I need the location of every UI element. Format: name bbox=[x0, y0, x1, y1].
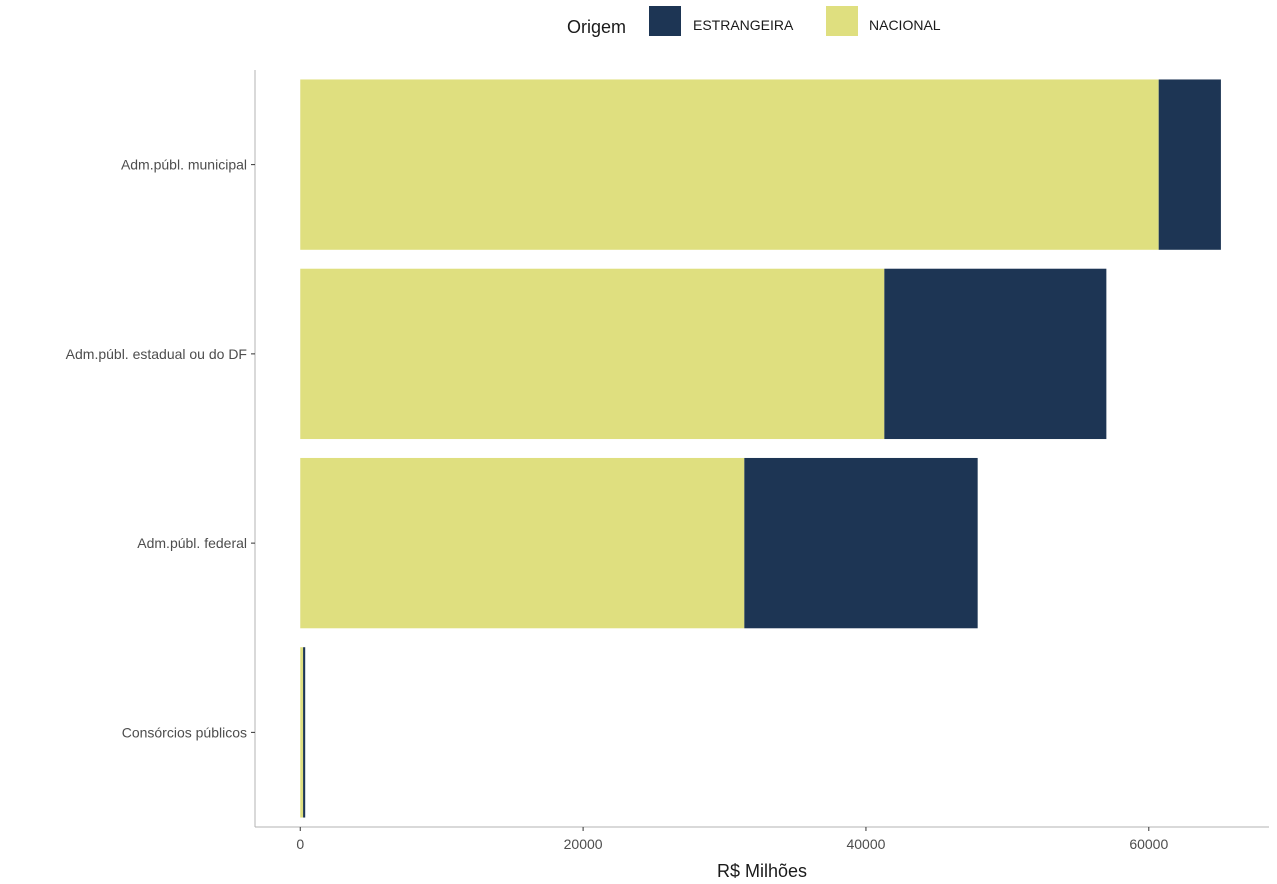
x-tick-label: 0 bbox=[296, 836, 304, 852]
x-ticks-group: 0 20000 40000 60000 bbox=[296, 827, 1168, 852]
y-tick-label: Adm.públ. federal bbox=[137, 535, 247, 551]
x-tick-label: 40000 bbox=[846, 836, 885, 852]
y-tick-label: Adm.públ. municipal bbox=[121, 157, 247, 173]
x-axis-title: R$ Milhões bbox=[717, 861, 807, 881]
bar-nacional-0 bbox=[300, 79, 1159, 250]
legend-key-nacional bbox=[826, 6, 858, 36]
x-tick-label: 60000 bbox=[1129, 836, 1168, 852]
bar-nacional-3 bbox=[300, 647, 304, 818]
bar-estrangeira-0 bbox=[1158, 79, 1221, 250]
y-ticks-group: Adm.públ. municipal Adm.públ. estadual ou… bbox=[66, 157, 255, 740]
bar-nacional-1 bbox=[300, 268, 885, 440]
y-tick-label: Consórcios públicos bbox=[122, 724, 247, 740]
bars-group bbox=[300, 79, 1221, 818]
bar-nacional-2 bbox=[300, 457, 745, 629]
bar-estrangeira-2 bbox=[744, 457, 978, 629]
legend-label-nacional: NACIONAL bbox=[869, 17, 941, 33]
legend-title: Origem bbox=[567, 17, 626, 37]
y-tick-label: Adm.públ. estadual ou do DF bbox=[66, 346, 247, 362]
bar-estrangeira-3 bbox=[303, 647, 306, 818]
bar-estrangeira-1 bbox=[884, 268, 1107, 440]
legend-key-estrangeira bbox=[649, 6, 681, 36]
legend: Origem ESTRANGEIRA NACIONAL bbox=[567, 6, 941, 37]
legend-label-estrangeira: ESTRANGEIRA bbox=[693, 17, 794, 33]
x-tick-label: 20000 bbox=[564, 836, 603, 852]
